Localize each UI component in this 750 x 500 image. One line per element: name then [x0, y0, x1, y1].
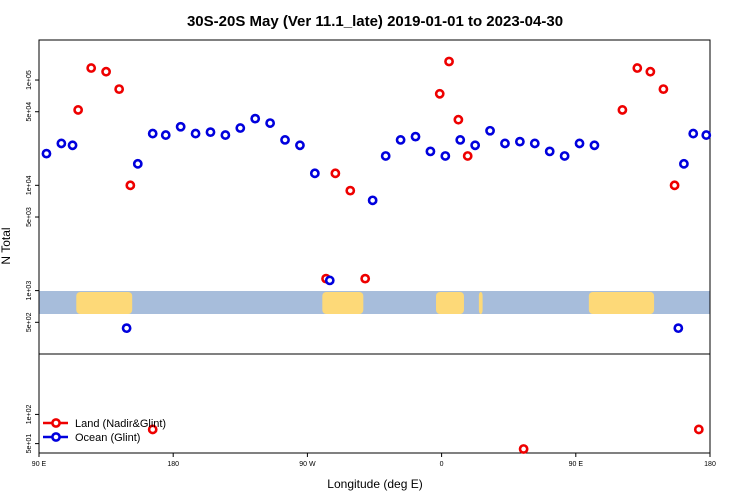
y-tick-label: 1e+05: [26, 70, 33, 90]
ocean-band: [39, 291, 710, 314]
y-axis: 5e+02 1e+03 5e+03 1e+04 5e+04 1e+05 5e+01 1e+02: [26, 70, 39, 453]
ocean-point: [295, 140, 305, 151]
land-point: [669, 180, 680, 191]
y-tick-label: 1e+04: [26, 175, 33, 195]
land-point: [345, 185, 356, 196]
land-point: [632, 63, 643, 73]
ocean-point: [589, 140, 600, 151]
y-tick-label: 1e+03: [26, 281, 33, 301]
ocean-point: [574, 138, 585, 149]
ocean-point: [265, 118, 276, 128]
land-region: [478, 292, 483, 314]
x-tick-label: 180: [167, 461, 179, 468]
ocean-point: [410, 131, 421, 142]
ocean-point: [470, 140, 481, 151]
legend-label-land: Land (Nadir&Glint): [75, 418, 166, 430]
ocean-point: [559, 151, 570, 161]
ocean-point: [455, 135, 466, 145]
ocean-point: [544, 146, 555, 157]
y-axis-label: N Total: [0, 227, 13, 264]
ocean-point: [485, 125, 495, 136]
land-point: [518, 444, 529, 454]
land-point: [453, 114, 464, 125]
y-tick-label: 5e+02: [26, 312, 33, 332]
land-ocean-strip: [39, 291, 710, 314]
y-tick-label: 5e+01: [26, 434, 33, 454]
land-region: [76, 292, 133, 314]
land-point: [147, 424, 158, 435]
ocean-point: [367, 195, 378, 206]
y-tick-label: 5e+04: [26, 102, 33, 122]
land-point: [360, 273, 371, 284]
land-point: [617, 105, 628, 115]
ocean-point: [280, 135, 290, 145]
x-tick-label: 0: [440, 461, 444, 468]
land-point: [330, 168, 341, 179]
ocean-point: [529, 138, 540, 149]
land-point: [462, 151, 473, 161]
land-point: [86, 63, 97, 73]
ocean-point: [121, 323, 132, 334]
ocean-point: [380, 151, 391, 161]
x-axis-label: Longitude (deg E): [327, 477, 422, 491]
ocean-point: [132, 158, 143, 169]
ocean-point: [250, 113, 261, 124]
land-point: [101, 66, 111, 77]
ocean-point: [679, 158, 689, 169]
legend-label-ocean: Ocean (Glint): [75, 432, 140, 444]
land-point: [658, 84, 669, 95]
data-points: [41, 56, 712, 454]
land-point: [693, 424, 704, 435]
legend-marker-ocean: [51, 432, 61, 442]
ocean-point: [205, 127, 216, 138]
ocean-point: [235, 123, 246, 133]
ocean-point: [56, 138, 67, 149]
x-axis: 90 E 180 90 W 0 90 E 180: [32, 453, 716, 468]
ocean-point: [688, 128, 699, 139]
chart-title: 30S-20S May (Ver 11.1_late) 2019-01-01 t…: [187, 13, 563, 30]
land-point: [434, 88, 445, 99]
x-tick-label: 180: [704, 461, 716, 468]
ocean-point: [673, 323, 684, 334]
ocean-point: [41, 148, 52, 159]
ocean-point: [160, 130, 171, 140]
land-point: [645, 66, 656, 77]
ocean-point: [147, 128, 158, 139]
land-region: [322, 292, 364, 314]
land-point: [114, 84, 125, 95]
legend: Land (Nadir&Glint) Ocean (Glint): [43, 418, 166, 444]
x-tick-label: 90 W: [299, 461, 316, 468]
legend-marker-land: [51, 418, 61, 428]
land-region: [588, 292, 655, 314]
ocean-point: [190, 128, 201, 139]
ocean-point: [514, 136, 525, 147]
ocean-point: [500, 138, 510, 149]
ocean-point: [220, 130, 231, 140]
ocean-point: [440, 151, 451, 161]
land-point: [125, 180, 136, 191]
ocean-point: [395, 135, 406, 145]
ocean-point: [309, 168, 320, 179]
y-tick-label: 1e+02: [26, 404, 33, 424]
ocean-point: [67, 140, 78, 151]
bottom-panel-frame: [38, 353, 711, 454]
land-point: [444, 56, 454, 67]
x-tick-label: 90 E: [32, 461, 47, 468]
x-tick-label: 90 E: [569, 461, 584, 468]
ocean-point: [701, 130, 712, 140]
ocean-point: [175, 121, 186, 132]
ocean-point: [324, 275, 335, 286]
land-region: [436, 292, 464, 314]
y-tick-label: 5e+03: [26, 207, 33, 227]
ocean-point: [425, 146, 436, 157]
land-point: [73, 105, 84, 115]
